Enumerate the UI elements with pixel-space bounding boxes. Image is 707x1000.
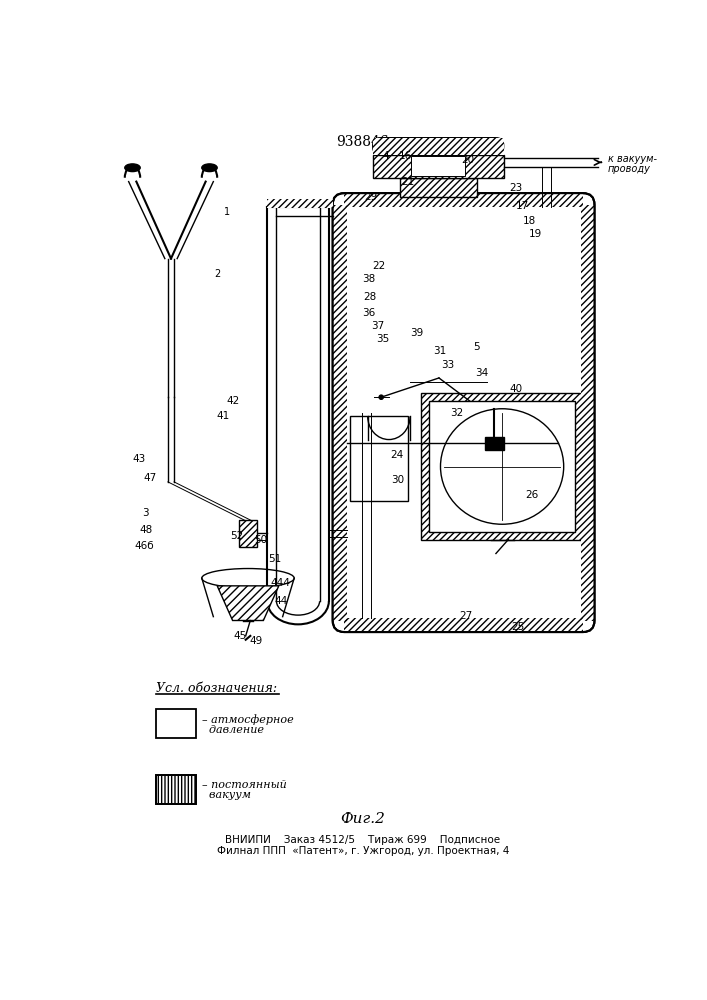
Text: вакуум: вакуум [201, 790, 251, 800]
Bar [156, 774, 196, 804]
Polygon shape [217, 586, 279, 620]
Text: 46б: 46б [134, 541, 154, 551]
Bar [239, 520, 257, 547]
Bar [373, 155, 503, 178]
Text: 28: 28 [363, 292, 376, 302]
Text: 938846: 938846 [337, 135, 389, 149]
Text: 2: 2 [214, 269, 221, 279]
Text: 3: 3 [142, 508, 149, 518]
Bar [485, 437, 503, 450]
Text: 34: 34 [475, 368, 489, 378]
Text: 49: 49 [250, 636, 263, 646]
Text: 23: 23 [509, 183, 522, 193]
Text: 38: 38 [362, 274, 375, 284]
Text: – постоянный: – постоянный [201, 780, 286, 790]
Text: Филнал ППП  «Патент», г. Ужгород, ул. Проектная, 4: Филнал ППП «Патент», г. Ужгород, ул. Про… [216, 846, 509, 856]
Text: 33: 33 [442, 360, 455, 370]
Bar [333, 205, 346, 620]
Bar [344, 193, 583, 207]
Ellipse shape [440, 409, 563, 524]
Text: 31: 31 [433, 346, 446, 356]
Text: 24: 24 [391, 450, 404, 460]
Text: Усл. обозначения:: Усл. обозначения: [156, 682, 276, 695]
Bar [580, 205, 595, 620]
Text: 26: 26 [525, 490, 539, 500]
Text: 17: 17 [516, 201, 530, 211]
Bar [373, 138, 503, 155]
Bar [156, 774, 196, 804]
Text: – атмосферное: – атмосферное [201, 714, 293, 725]
Bar [239, 520, 257, 547]
Text: 48: 48 [139, 525, 152, 535]
Text: 45: 45 [234, 631, 247, 641]
Bar [421, 393, 583, 540]
Text: 47: 47 [144, 473, 157, 483]
Bar [344, 618, 583, 632]
Bar [267, 199, 333, 208]
Bar [373, 138, 503, 155]
Bar [344, 193, 583, 207]
Text: 42: 42 [226, 396, 239, 406]
Text: 25: 25 [511, 622, 524, 632]
Text: 19: 19 [529, 229, 542, 239]
FancyBboxPatch shape [333, 193, 595, 632]
Text: 18: 18 [523, 216, 537, 226]
Text: 44: 44 [274, 596, 288, 606]
Text: 51: 51 [269, 554, 281, 564]
Text: 52: 52 [230, 531, 243, 541]
Ellipse shape [201, 164, 217, 172]
Text: 21: 21 [401, 177, 414, 187]
Text: 16: 16 [399, 151, 412, 161]
Bar [267, 199, 333, 208]
Text: Фиг.2: Фиг.2 [340, 812, 385, 826]
Text: 43: 43 [132, 454, 145, 464]
Text: 35: 35 [376, 334, 390, 344]
Text: 32: 32 [450, 408, 463, 418]
Text: 444: 444 [270, 578, 291, 588]
Text: 39: 39 [410, 328, 423, 338]
Bar [421, 393, 583, 540]
Bar [351, 416, 408, 501]
Text: 50: 50 [255, 535, 268, 545]
Text: 29: 29 [365, 192, 378, 202]
Text: ВНИИПИ    Заказ 4512/5    Тираж 699    Подписное: ВНИИПИ Заказ 4512/5 Тираж 699 Подписное [225, 835, 501, 845]
Text: 41: 41 [216, 411, 229, 421]
Circle shape [379, 395, 383, 400]
Text: 27: 27 [460, 611, 472, 621]
Text: проводу: проводу [607, 164, 650, 174]
Bar [580, 205, 595, 620]
Text: 36: 36 [362, 308, 375, 318]
Text: 37: 37 [371, 321, 385, 331]
Text: 5: 5 [474, 342, 480, 352]
Text: к вакуум-: к вакуум- [607, 153, 657, 163]
Text: давление: давление [201, 725, 264, 735]
Bar [344, 618, 583, 632]
Text: 22: 22 [373, 261, 385, 271]
Ellipse shape [125, 164, 140, 172]
Bar [411, 156, 465, 176]
Bar [429, 401, 575, 532]
Text: 4: 4 [382, 151, 389, 161]
Text: 20: 20 [461, 155, 474, 165]
Text: 40: 40 [509, 384, 522, 394]
Bar [373, 155, 503, 178]
Text: 1: 1 [224, 207, 230, 217]
Bar [333, 205, 346, 620]
Bar [399, 178, 477, 197]
Bar [156, 709, 196, 738]
Text: 30: 30 [391, 475, 404, 485]
Bar [399, 178, 477, 197]
Bar [156, 774, 196, 804]
